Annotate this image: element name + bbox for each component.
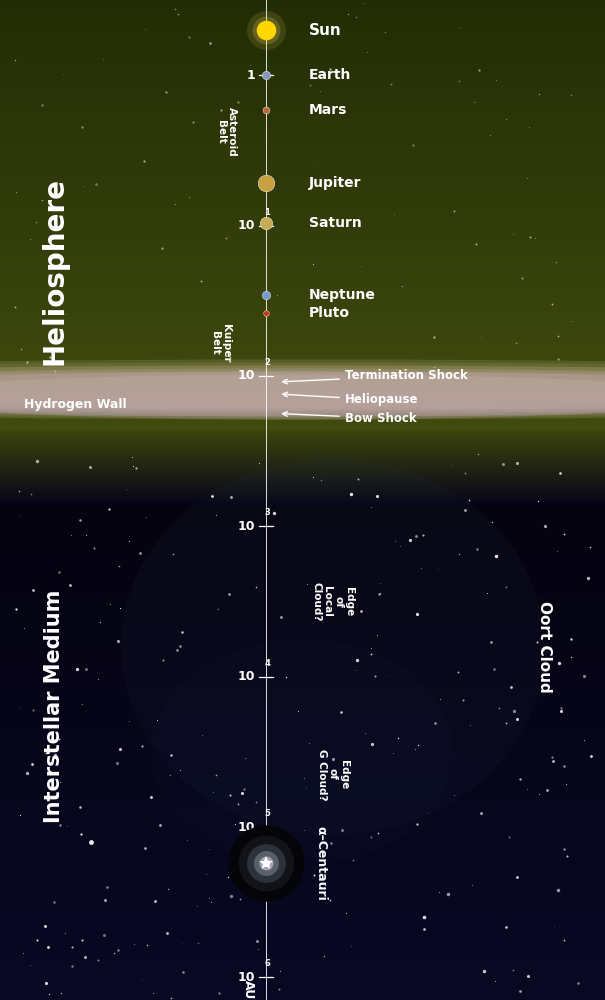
Text: 10: 10	[238, 369, 255, 382]
Text: Jupiter: Jupiter	[309, 176, 361, 190]
Ellipse shape	[0, 371, 605, 417]
Text: Saturn: Saturn	[309, 216, 361, 230]
Text: Heliosphere: Heliosphere	[41, 177, 68, 365]
Text: AU: AU	[241, 980, 255, 999]
Text: 2: 2	[264, 358, 270, 367]
Text: Pluto: Pluto	[309, 306, 350, 320]
Ellipse shape	[0, 362, 605, 408]
Text: Edge
of
G Cloud?: Edge of G Cloud?	[317, 749, 348, 800]
Text: 1: 1	[264, 208, 270, 217]
Ellipse shape	[151, 639, 454, 865]
Text: Asteroid
Belt: Asteroid Belt	[217, 107, 237, 157]
Ellipse shape	[0, 374, 605, 420]
Text: 10: 10	[238, 971, 255, 984]
Ellipse shape	[121, 459, 544, 835]
Text: 1: 1	[247, 69, 255, 82]
Text: α–Centauri: α–Centauri	[315, 826, 327, 901]
Text: Neptune: Neptune	[309, 288, 376, 302]
Text: 5: 5	[264, 809, 270, 818]
Ellipse shape	[0, 365, 605, 411]
Ellipse shape	[0, 388, 605, 418]
Text: 10: 10	[238, 219, 255, 232]
Text: 10: 10	[238, 670, 255, 683]
Text: Kuiper
Belt: Kuiper Belt	[211, 324, 231, 362]
Text: Heliopause: Heliopause	[283, 392, 418, 406]
Text: 3: 3	[264, 508, 270, 517]
Text: Bow Shock: Bow Shock	[283, 412, 416, 425]
Text: 6: 6	[264, 959, 270, 968]
Text: Earth: Earth	[309, 68, 351, 82]
Text: Interstellar Medium: Interstellar Medium	[44, 590, 65, 823]
Text: 10: 10	[238, 821, 255, 834]
Ellipse shape	[0, 371, 605, 417]
Text: Oort Cloud: Oort Cloud	[537, 601, 552, 692]
Text: Sun: Sun	[309, 23, 341, 38]
Ellipse shape	[0, 359, 605, 420]
Text: Termination Shock: Termination Shock	[283, 369, 468, 384]
Text: 10: 10	[238, 520, 255, 533]
Text: Mars: Mars	[309, 103, 347, 117]
Text: Edge
of
Local
Cloud?: Edge of Local Cloud?	[312, 582, 354, 621]
Text: Hydrogen Wall: Hydrogen Wall	[24, 398, 127, 411]
Ellipse shape	[0, 368, 605, 414]
Text: 4: 4	[264, 659, 270, 668]
